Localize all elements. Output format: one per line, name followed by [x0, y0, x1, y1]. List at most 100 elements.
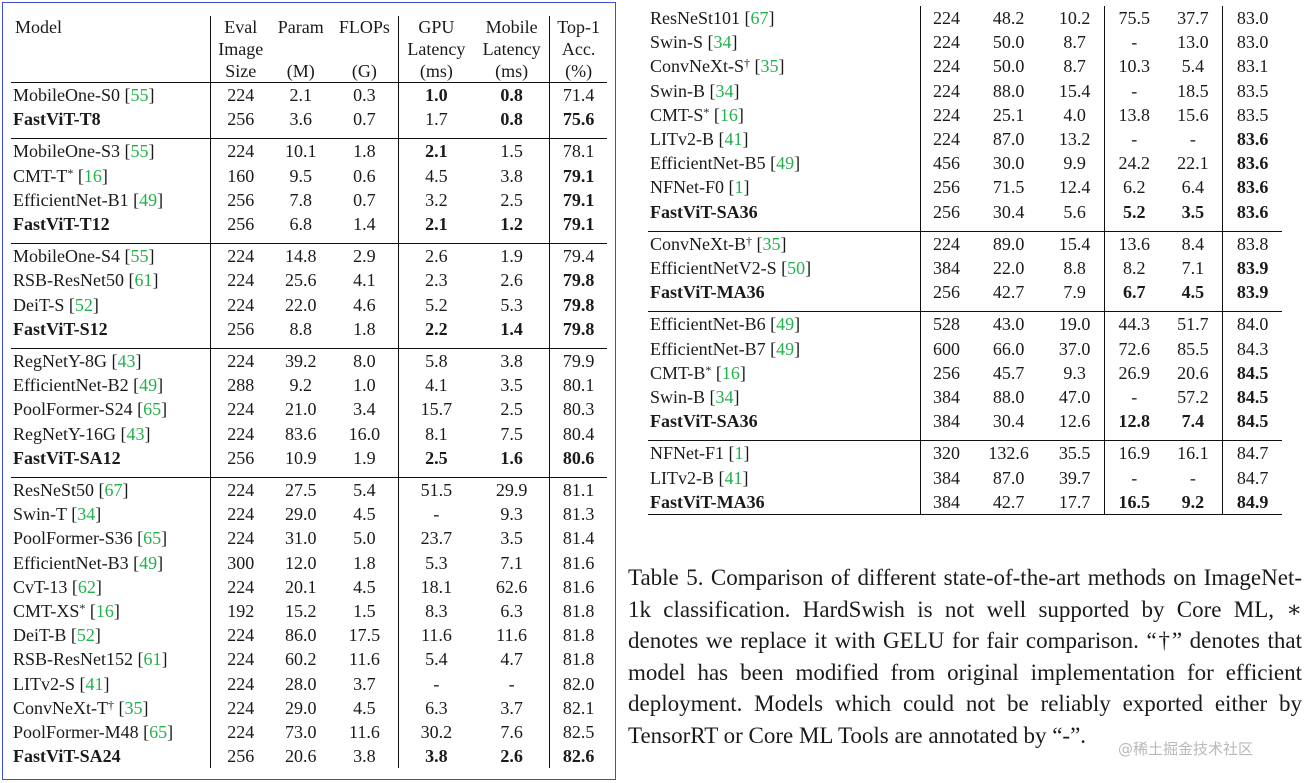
param-cell: 9.5 — [289, 165, 313, 186]
citation-link[interactable]: 41 — [724, 129, 743, 150]
model-name-cell: EfficientNet-B2 [49] — [13, 375, 164, 396]
table-row: FastViT-MA36 384 42.7 17.7 16.5 9.2 84.9 — [648, 489, 1282, 516]
top1-cell: 83.6 — [1222, 175, 1282, 200]
model-name: CvT-13 — [13, 576, 68, 597]
size-cell: 224 — [210, 526, 271, 551]
citation-link[interactable]: 34 — [713, 32, 732, 53]
table-row: FastViT-SA12 256 10.9 1.9 2.5 1.6 80.6 — [11, 445, 607, 471]
citation-link[interactable]: 49 — [776, 338, 795, 359]
citation-link[interactable]: 65 — [143, 399, 162, 420]
citation-link[interactable]: 49 — [776, 314, 795, 335]
flops-cell: 15.4 — [1045, 78, 1105, 103]
table-row: DeiT-S [52] 224 22.0 4.6 5.2 5.3 79.8 — [11, 292, 607, 317]
param-cell: 43.0 — [972, 311, 1046, 337]
model-name: DeiT-B — [13, 625, 67, 646]
mobile-cell: 37.7 — [1177, 8, 1209, 28]
param-cell: 22.0 — [992, 258, 1025, 279]
citation-link[interactable]: 16 — [721, 362, 740, 383]
citation-link[interactable]: 16 — [95, 601, 114, 622]
mobile-cell: 20.6 — [1177, 362, 1209, 383]
gpu-cell: 23.7 — [420, 528, 453, 549]
gpu-cell: 2.3 — [425, 270, 448, 291]
citation-link[interactable]: 67 — [750, 8, 769, 28]
model-name-cell: EfficientNet-B6 [49] — [648, 311, 921, 337]
table-row: EfficientNet-B3 [49] 300 12.0 1.8 5.3 7.1 81.6 — [11, 550, 607, 575]
gpu-cell: 8.3 — [425, 601, 448, 622]
citation-link[interactable]: 49 — [139, 189, 158, 210]
model-name-cell: CvT-13 [62] — [13, 576, 102, 597]
citation-link[interactable]: 35 — [760, 56, 779, 77]
gpu-cell: 18.1 — [420, 576, 453, 597]
gpu-cell: 4.5 — [425, 165, 448, 186]
size-cell: 384 — [919, 385, 973, 410]
model-name-cell: MobileOne-S0 [55] — [13, 85, 155, 105]
citation-link[interactable]: 16 — [83, 165, 102, 186]
citation-link[interactable]: 43 — [117, 351, 136, 372]
citation-link[interactable]: 55 — [130, 246, 149, 267]
size-cell: 384 — [919, 489, 973, 516]
citation-link[interactable]: 52 — [76, 625, 95, 646]
citation-link[interactable]: 61 — [134, 270, 153, 291]
citation-link[interactable]: 41 — [724, 467, 743, 488]
param-cell: 50.0 — [992, 56, 1025, 77]
size-cell: 224 — [919, 30, 973, 55]
citation-link[interactable]: 49 — [776, 153, 795, 174]
model-name-cell: ConvNeXt-S† [35] — [650, 56, 785, 77]
table-header-row: Model Eval Image Size Param (M) FLOPs (G) GP… — [11, 16, 607, 83]
citation-link[interactable]: 1 — [734, 443, 744, 464]
citation-link[interactable]: 65 — [149, 722, 168, 743]
citation-link[interactable]: 62 — [77, 576, 96, 597]
gpu-cell: 15.7 — [420, 399, 453, 420]
param-cell: 86.0 — [285, 625, 317, 646]
model-name-cell: ConvNeXt-T† [35] — [13, 697, 149, 718]
size-cell: 224 — [210, 720, 271, 745]
flops-cell: 4.0 — [1045, 102, 1105, 128]
citation-link[interactable]: 65 — [143, 528, 162, 549]
citation-link[interactable]: 34 — [77, 504, 96, 525]
model-name-cell: LITv2-B [41] — [650, 129, 749, 150]
citation-link[interactable]: 61 — [143, 649, 162, 670]
citation-link[interactable]: 55 — [130, 85, 149, 105]
gpu-cell: 75.5 — [1118, 8, 1151, 28]
top1-cell: 79.8 — [549, 268, 607, 293]
mobile-cell: 7.1 — [500, 552, 523, 573]
citation-link[interactable]: 34 — [715, 387, 734, 408]
citation-link[interactable]: 35 — [124, 697, 143, 718]
model-name: FastViT-T12 — [13, 214, 110, 235]
citation-link[interactable]: 16 — [719, 104, 738, 125]
flops-cell: 15.4 — [1045, 230, 1105, 257]
citation-link[interactable]: 52 — [74, 294, 93, 315]
size-cell: 160 — [210, 163, 271, 188]
table-row: Swin-S [34] 224 50.0 8.7 - 13.0 83.0 — [648, 30, 1282, 55]
citation-link[interactable]: 41 — [85, 673, 104, 694]
citation-link[interactable]: 34 — [715, 80, 734, 101]
citation-link[interactable]: 67 — [104, 480, 123, 501]
citation-link[interactable]: 1 — [734, 177, 744, 198]
param-cell: 30.4 — [992, 201, 1025, 222]
mobile-cell: 85.5 — [1177, 338, 1209, 359]
citation-link[interactable]: 49 — [139, 375, 158, 396]
param-cell: 132.6 — [972, 440, 1046, 466]
mobile-cell: 57.2 — [1177, 387, 1209, 408]
mobile-cell: 7.4 — [1181, 411, 1205, 432]
top1-cell: 83.6 — [1222, 151, 1282, 176]
citation-link[interactable]: 35 — [762, 233, 781, 254]
citation-link[interactable]: 49 — [139, 552, 158, 573]
model-name-cell: DeiT-S [52] — [13, 294, 99, 315]
model-footnote-mark: † — [107, 697, 114, 712]
citation-link[interactable]: 50 — [787, 258, 806, 279]
top1-cell: 83.6 — [1222, 199, 1282, 224]
mobile-cell: 1.5 — [474, 138, 550, 164]
citation-link[interactable]: 43 — [126, 423, 145, 444]
model-name: FastViT-SA36 — [650, 201, 758, 222]
size-cell: 600 — [919, 336, 973, 361]
mobile-cell: 1.2 — [500, 214, 523, 235]
size-cell: 224 — [210, 292, 271, 317]
citation-link[interactable]: 55 — [130, 141, 149, 162]
flops-cell: 3.7 — [331, 671, 399, 696]
top1-cell: 79.1 — [549, 187, 607, 213]
model-name-cell: MobileOne-S4 [55] — [11, 243, 211, 269]
gpu-cell: 1.7 — [425, 109, 448, 130]
model-name-cell: FastViT-SA36 — [648, 409, 920, 433]
mobile-cell: 9.3 — [500, 504, 523, 525]
